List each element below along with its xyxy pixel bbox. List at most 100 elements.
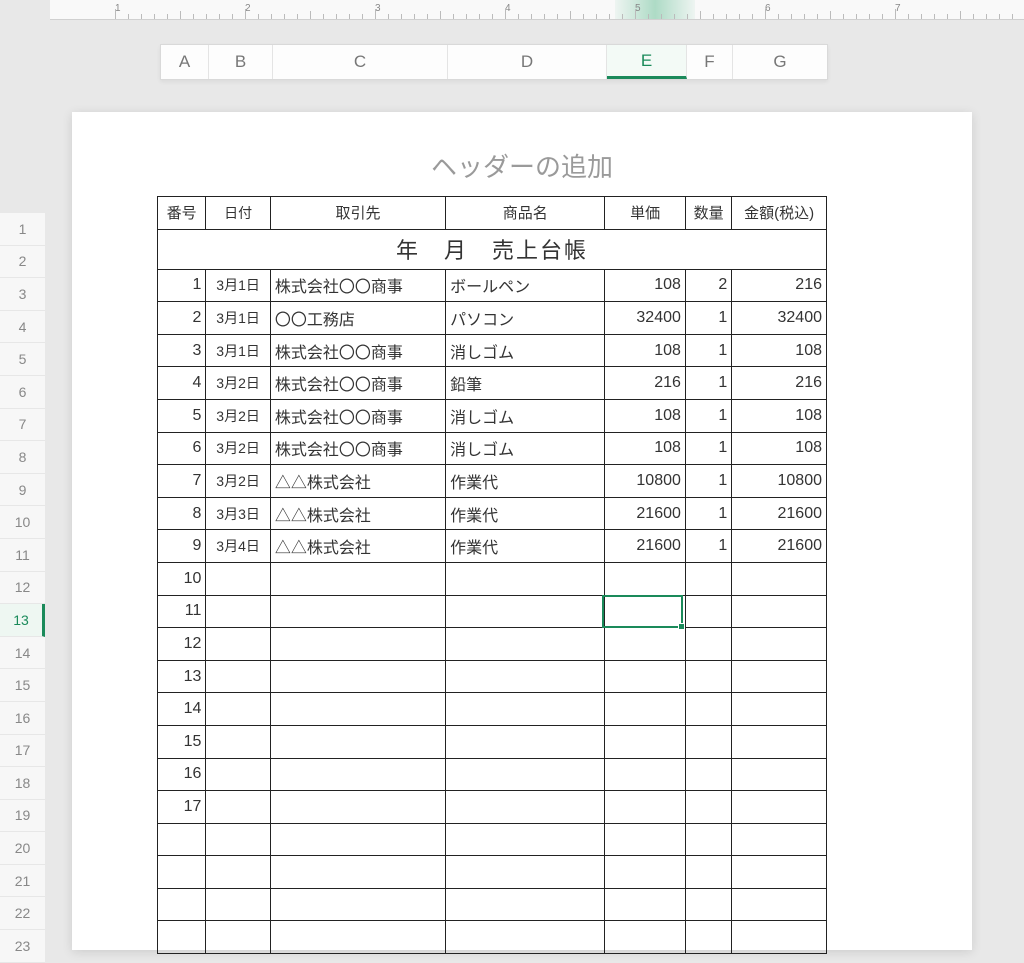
cell-client[interactable]: [270, 693, 445, 726]
cell-num[interactable]: [158, 921, 206, 954]
cell-client[interactable]: △△株式会社: [270, 530, 445, 563]
cell-num[interactable]: 11: [158, 595, 206, 628]
row-header-10[interactable]: 10: [0, 506, 45, 539]
cell-price[interactable]: [605, 791, 686, 824]
cell-client[interactable]: [270, 628, 445, 661]
row-header-22[interactable]: 22: [0, 897, 45, 930]
cell-num[interactable]: 4: [158, 367, 206, 400]
col-header-client[interactable]: 取引先: [270, 197, 445, 230]
cell-amt[interactable]: 32400: [732, 302, 827, 335]
cell-price[interactable]: [605, 888, 686, 921]
cell-amt[interactable]: [732, 856, 827, 889]
cell-date[interactable]: 3月1日: [206, 269, 270, 302]
col-header-qty[interactable]: 数量: [685, 197, 731, 230]
cell-item[interactable]: 作業代: [446, 497, 605, 530]
row-header-8[interactable]: 8: [0, 441, 45, 474]
cell-client[interactable]: [270, 725, 445, 758]
cell-num[interactable]: [158, 888, 206, 921]
cell-qty[interactable]: 1: [685, 497, 731, 530]
cell-price[interactable]: [605, 628, 686, 661]
cell-amt[interactable]: 21600: [732, 530, 827, 563]
row-header-7[interactable]: 7: [0, 409, 45, 442]
cell-item[interactable]: [446, 856, 605, 889]
cell-item[interactable]: [446, 595, 605, 628]
cell-client[interactable]: 〇〇工務店: [270, 302, 445, 335]
cell-num[interactable]: 1: [158, 269, 206, 302]
cell-num[interactable]: [158, 823, 206, 856]
cell-date[interactable]: [206, 888, 270, 921]
cell-date[interactable]: 3月1日: [206, 334, 270, 367]
cell-price[interactable]: 32400: [605, 302, 686, 335]
cell-client[interactable]: 株式会社〇〇商事: [270, 367, 445, 400]
cell-amt[interactable]: [732, 562, 827, 595]
col-header-amt[interactable]: 金額(税込): [732, 197, 827, 230]
cell-client[interactable]: [270, 791, 445, 824]
cell-date[interactable]: 3月3日: [206, 497, 270, 530]
cell-client[interactable]: [270, 921, 445, 954]
cell-price[interactable]: [605, 856, 686, 889]
cell-date[interactable]: 3月1日: [206, 302, 270, 335]
cell-qty[interactable]: 1: [685, 432, 731, 465]
cell-qty[interactable]: [685, 562, 731, 595]
cell-num[interactable]: 5: [158, 399, 206, 432]
cell-date[interactable]: [206, 693, 270, 726]
cell-price[interactable]: 108: [605, 269, 686, 302]
column-header-a[interactable]: A: [161, 45, 209, 79]
cell-qty[interactable]: 1: [685, 530, 731, 563]
cell-qty[interactable]: 1: [685, 465, 731, 498]
row-header-4[interactable]: 4: [0, 311, 45, 344]
cell-num[interactable]: [158, 856, 206, 889]
cell-date[interactable]: 3月2日: [206, 432, 270, 465]
cell-num[interactable]: 6: [158, 432, 206, 465]
cell-qty[interactable]: [685, 791, 731, 824]
row-header-16[interactable]: 16: [0, 702, 45, 735]
cell-qty[interactable]: [685, 823, 731, 856]
row-header-6[interactable]: 6: [0, 376, 45, 409]
cell-date[interactable]: [206, 823, 270, 856]
cell-num[interactable]: 8: [158, 497, 206, 530]
cell-client[interactable]: [270, 562, 445, 595]
cell-price[interactable]: 21600: [605, 497, 686, 530]
cell-num[interactable]: 3: [158, 334, 206, 367]
cell-qty[interactable]: [685, 921, 731, 954]
cell-num[interactable]: 10: [158, 562, 206, 595]
cell-price[interactable]: [605, 921, 686, 954]
cell-item[interactable]: 作業代: [446, 530, 605, 563]
cell-client[interactable]: [270, 758, 445, 791]
cell-client[interactable]: 株式会社〇〇商事: [270, 432, 445, 465]
row-header-1[interactable]: 1: [0, 213, 45, 246]
cell-item[interactable]: [446, 725, 605, 758]
cell-qty[interactable]: 1: [685, 367, 731, 400]
cell-item[interactable]: [446, 628, 605, 661]
column-header-b[interactable]: B: [209, 45, 273, 79]
cell-date[interactable]: [206, 660, 270, 693]
cell-date[interactable]: [206, 628, 270, 661]
cell-item[interactable]: [446, 888, 605, 921]
row-header-20[interactable]: 20: [0, 832, 45, 865]
cell-qty[interactable]: [685, 660, 731, 693]
row-header-21[interactable]: 21: [0, 865, 45, 898]
cell-date[interactable]: [206, 921, 270, 954]
page-header-placeholder[interactable]: ヘッダーの追加: [157, 147, 887, 184]
cell-amt[interactable]: [732, 758, 827, 791]
cell-num[interactable]: 14: [158, 693, 206, 726]
cell-price[interactable]: [605, 595, 686, 628]
cell-client[interactable]: △△株式会社: [270, 497, 445, 530]
cell-qty[interactable]: [685, 628, 731, 661]
column-header-g[interactable]: G: [733, 45, 827, 79]
cell-amt[interactable]: [732, 791, 827, 824]
row-header-14[interactable]: 14: [0, 637, 45, 670]
column-header-c[interactable]: C: [273, 45, 448, 79]
cell-price[interactable]: [605, 725, 686, 758]
cell-item[interactable]: 消しゴム: [446, 399, 605, 432]
cell-amt[interactable]: 108: [732, 432, 827, 465]
cell-item[interactable]: ボールペン: [446, 269, 605, 302]
cell-item[interactable]: [446, 758, 605, 791]
cell-date[interactable]: 3月2日: [206, 465, 270, 498]
cell-date[interactable]: [206, 725, 270, 758]
cell-item[interactable]: [446, 921, 605, 954]
cell-qty[interactable]: [685, 693, 731, 726]
cell-num[interactable]: 9: [158, 530, 206, 563]
cell-amt[interactable]: [732, 660, 827, 693]
cell-amt[interactable]: 216: [732, 367, 827, 400]
